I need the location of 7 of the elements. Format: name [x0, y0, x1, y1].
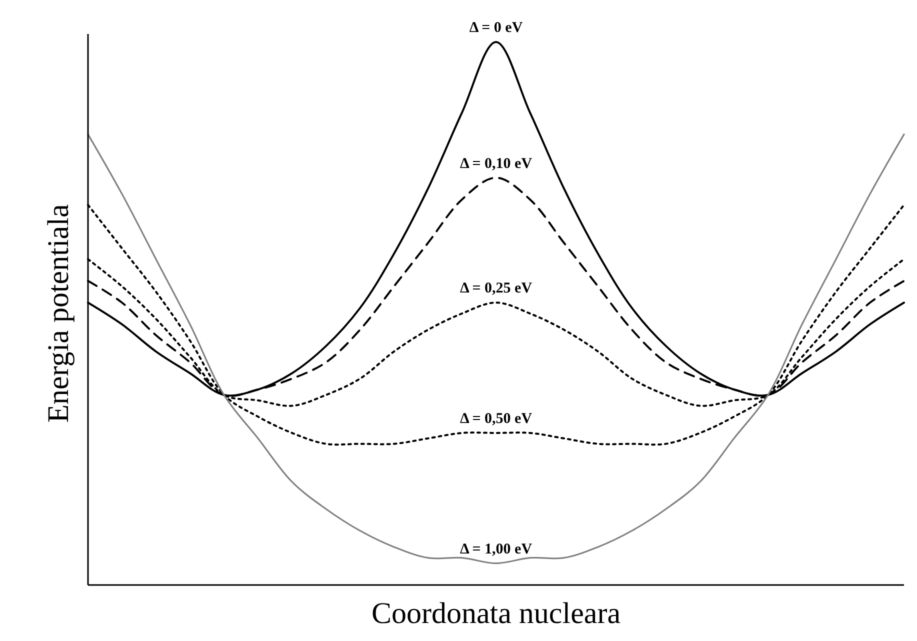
x-axis-title: Coordonata nucleara [371, 597, 621, 630]
series-label: Δ = 0,50 eV [460, 410, 532, 427]
series-label: Δ = 0,25 eV [460, 280, 532, 297]
series-label: Δ = 0,10 eV [460, 156, 532, 172]
series-label: Δ = 1,00 eV [460, 541, 532, 558]
y-axis-title: Energia potentiala [42, 204, 75, 423]
series-label: Δ = 0 eV [469, 20, 523, 36]
